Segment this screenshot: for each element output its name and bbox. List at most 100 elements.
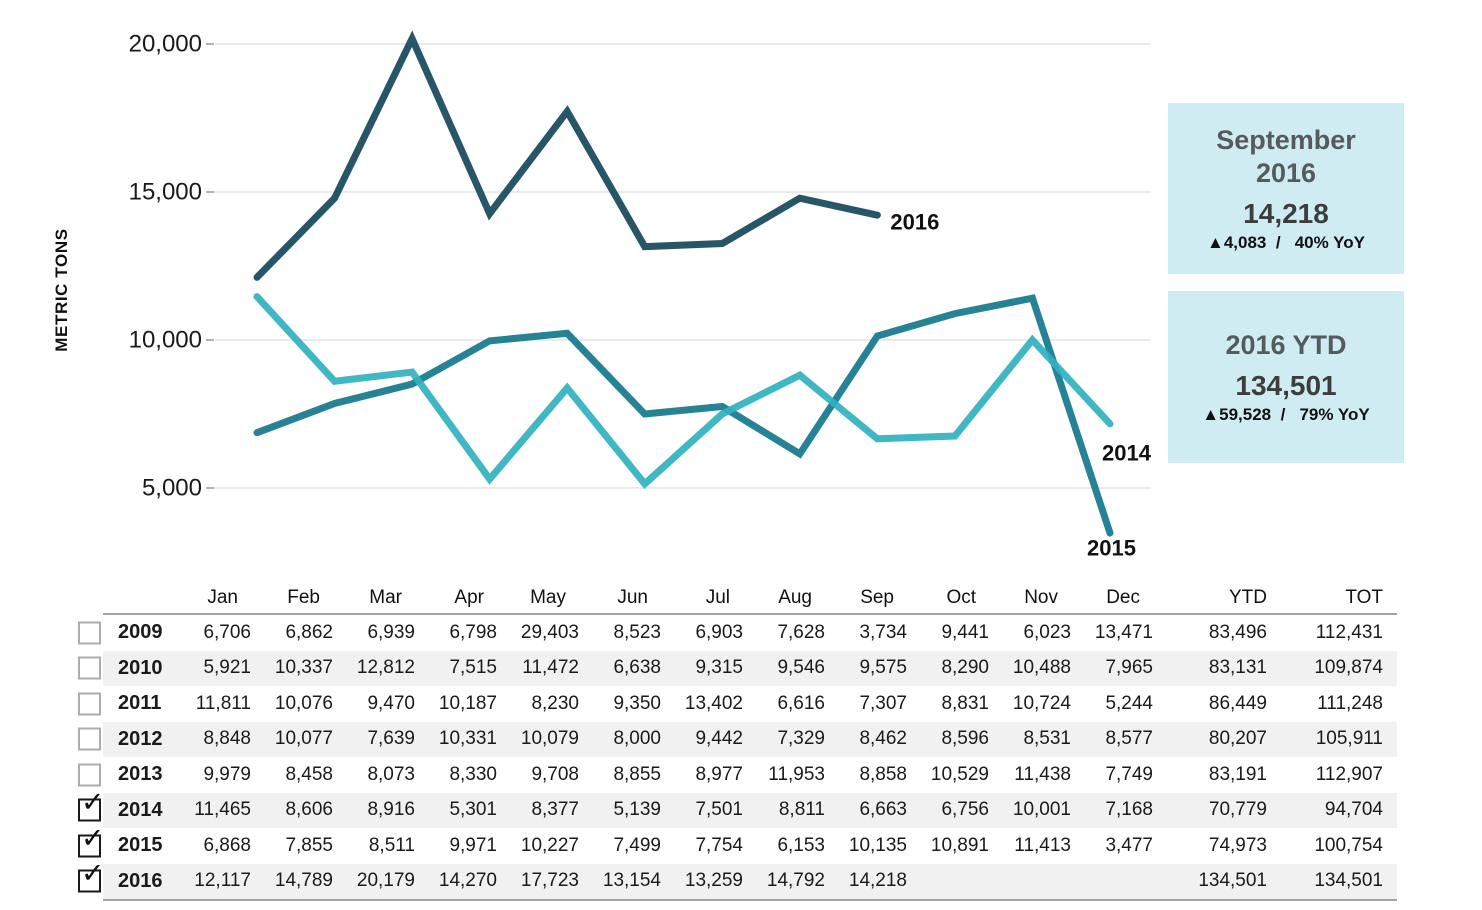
year-label: 2010 xyxy=(118,656,163,679)
cell-2011-nov: 10,724 xyxy=(1012,692,1071,714)
y-axis-tick-label: 15,000 xyxy=(129,179,202,206)
checkmark-icon: ✓ xyxy=(81,856,105,890)
column-header-sep: Sep xyxy=(860,587,894,608)
cell-2010-sep: 9,575 xyxy=(859,657,907,679)
cell-2014-jul: 7,501 xyxy=(695,799,743,821)
cell-2013-ytd: 83,191 xyxy=(1208,763,1267,785)
callout-title-line: September xyxy=(1216,124,1356,155)
table-header-row: Jan Feb Mar Apr May Jun Jul Aug Sep Oct Nov Dec YTD T… xyxy=(103,581,1397,613)
cell-2013-jun: 8,855 xyxy=(613,763,661,785)
cell-2016-aug: 14,792 xyxy=(766,870,825,892)
cell-2016-may: 17,723 xyxy=(520,870,579,892)
cell-2012-jul: 9,442 xyxy=(695,728,743,750)
cell-2011-apr: 10,187 xyxy=(438,692,497,714)
cell-2013-feb: 8,458 xyxy=(285,763,333,785)
cell-2015-apr: 9,971 xyxy=(449,834,497,856)
cell-2010-apr: 7,515 xyxy=(449,657,497,679)
cell-2009-mar: 6,939 xyxy=(367,621,415,643)
cell-2012-aug: 7,329 xyxy=(777,728,825,750)
cell-2012-jan: 8,848 xyxy=(203,728,251,750)
cell-2015-ytd: 74,973 xyxy=(1208,834,1267,856)
cell-2011-dec: 5,244 xyxy=(1105,692,1153,714)
column-header-may: May xyxy=(530,587,566,608)
checkmark-icon: ✓ xyxy=(81,821,105,855)
cell-2011-jun: 9,350 xyxy=(613,692,661,714)
cell-2014-sep: 6,663 xyxy=(859,799,907,821)
table-row-2010: 2010 5,921 10,337 12,812 7,515 11,472 6,638 9,3… xyxy=(78,650,1397,686)
series-line-2014[interactable] xyxy=(253,293,1114,489)
cell-2014-apr: 5,301 xyxy=(449,799,497,821)
cell-2013-aug: 11,953 xyxy=(768,763,825,785)
callout-yoy-delta: ▲59,528 / 79% YoY xyxy=(1202,405,1370,425)
line-chart: 5,000 10,000 15,000 20,000 2015 2014 2016 xyxy=(129,30,1152,561)
cell-2015-sep: 10,135 xyxy=(848,834,907,856)
cell-2010-dec: 7,965 xyxy=(1105,657,1153,679)
column-header-dec: Dec xyxy=(1106,587,1140,608)
cell-2010-nov: 10,488 xyxy=(1012,657,1071,679)
cell-2014-feb: 8,606 xyxy=(285,799,333,821)
y-axis-tick-label: 20,000 xyxy=(129,31,202,58)
callout-title-line: 2016 xyxy=(1255,157,1317,188)
cell-2016-mar: 20,179 xyxy=(356,870,415,892)
cell-2014-tot: 94,704 xyxy=(1324,799,1383,821)
year-checkbox-2014[interactable]: ✓ xyxy=(78,788,104,822)
y-axis-title: METRIC TONS xyxy=(52,228,71,352)
cell-2009-aug: 7,628 xyxy=(777,621,825,643)
cell-2010-may: 11,472 xyxy=(522,657,579,679)
series-line-2016[interactable] xyxy=(253,30,881,281)
cell-2009-sep: 3,734 xyxy=(859,621,907,643)
year-checkbox-2015[interactable]: ✓ xyxy=(78,824,104,858)
cell-2012-oct: 8,596 xyxy=(941,728,989,750)
cell-2012-may: 10,079 xyxy=(520,728,579,750)
cell-2011-feb: 10,076 xyxy=(274,692,333,714)
y-axis-tick-label: 10,000 xyxy=(129,327,202,354)
year-checkbox-2012[interactable] xyxy=(78,727,101,751)
cell-2009-ytd: 83,496 xyxy=(1208,621,1267,643)
table-row-2011: 2011 11,811 10,076 9,470 10,187 8,230 9,350 13,… xyxy=(78,686,1397,722)
table-row-2016: ✓ 2016 12,117 14,789 20,179 14,270 17,723 13,15… xyxy=(78,859,1397,899)
column-header-jun: Jun xyxy=(617,587,648,608)
year-label: 2014 xyxy=(118,798,163,821)
cell-2009-jun: 8,523 xyxy=(613,621,661,643)
cell-2010-jun: 6,638 xyxy=(613,657,661,679)
cell-2011-may: 8,230 xyxy=(531,692,579,714)
year-checkbox-2013[interactable] xyxy=(78,763,101,787)
series-label-2016: 2016 xyxy=(890,210,939,235)
year-checkbox-2010[interactable] xyxy=(78,656,101,680)
year-label: 2009 xyxy=(118,621,163,644)
year-label: 2011 xyxy=(118,692,162,715)
cell-2013-jan: 9,979 xyxy=(203,763,251,785)
table-row-2013: 2013 9,979 8,458 8,073 8,330 9,708 8,855 8,977 1… xyxy=(78,757,1397,793)
cell-2010-feb: 10,337 xyxy=(274,657,333,679)
cell-2014-may: 8,377 xyxy=(531,799,579,821)
cell-2012-sep: 8,462 xyxy=(859,728,907,750)
cell-2010-ytd: 83,131 xyxy=(1208,657,1267,679)
cell-2009-may: 29,403 xyxy=(520,621,579,643)
cell-2016-tot: 134,501 xyxy=(1314,870,1383,892)
cell-2015-jun: 7,499 xyxy=(613,834,661,856)
cell-2009-jan: 6,706 xyxy=(203,621,251,643)
column-header-nov: Nov xyxy=(1024,587,1058,608)
year-checkbox-2016[interactable]: ✓ xyxy=(78,859,104,893)
callout-value: 14,218 xyxy=(1243,198,1329,230)
cell-2009-nov: 6,023 xyxy=(1023,621,1071,643)
cell-2013-may: 9,708 xyxy=(531,763,579,785)
year-checkbox-2011[interactable] xyxy=(78,692,101,716)
series-label-2015: 2015 xyxy=(1087,536,1136,561)
cell-2011-mar: 9,470 xyxy=(367,692,415,714)
cell-2012-mar: 7,639 xyxy=(367,728,415,750)
year-label: 2013 xyxy=(118,763,163,786)
cell-2011-jan: 11,811 xyxy=(195,692,251,714)
cell-2014-aug: 8,811 xyxy=(778,799,825,821)
cell-2010-jan: 5,921 xyxy=(203,657,251,679)
series-line-2015[interactable] xyxy=(253,294,1114,537)
table-row-2015: ✓ 2015 6,868 7,855 8,511 9,971 10,227 7,499 7,75… xyxy=(78,824,1397,864)
cell-2010-tot: 109,874 xyxy=(1314,657,1383,679)
cell-2011-jul: 13,402 xyxy=(684,692,743,714)
cell-2014-nov: 10,001 xyxy=(1012,799,1071,821)
year-checkbox-2009[interactable] xyxy=(78,621,101,645)
cell-2014-dec: 7,168 xyxy=(1105,799,1153,821)
cell-2014-oct: 6,756 xyxy=(941,799,989,821)
cell-2015-oct: 10,891 xyxy=(930,834,989,856)
